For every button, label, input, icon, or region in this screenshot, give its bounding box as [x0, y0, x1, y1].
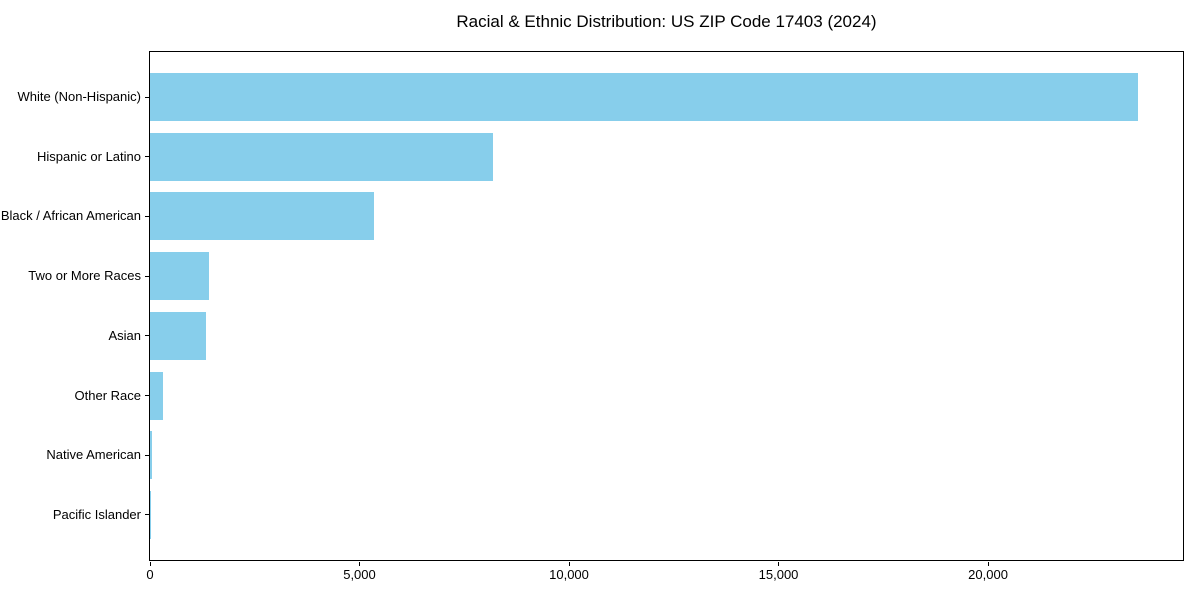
y-label-two-or-more-races: Two or More Races: [28, 268, 141, 284]
x-tick-15000: [778, 562, 780, 566]
y-tick-hispanic-or-latino: [145, 156, 149, 158]
x-label-20000: 20,000: [968, 567, 1008, 582]
bar-black-african-american: [150, 192, 375, 241]
bar-native-american: [150, 431, 152, 480]
y-tick-pacific-islander: [145, 514, 149, 516]
y-label-black-african-american: Black / African American: [0, 208, 141, 224]
y-label-pacific-islander: Pacific Islander: [52, 506, 141, 522]
y-tick-white-non-hispanic: [145, 96, 149, 98]
y-label-native-american: Native American: [46, 447, 141, 463]
y-label-other-race: Other Race: [74, 387, 141, 403]
bar-hispanic-or-latino: [150, 132, 494, 181]
x-tick-10000: [568, 562, 570, 566]
y-tick-asian: [145, 335, 149, 337]
bar-white-non-hispanic: [150, 73, 1139, 121]
bar-asian: [150, 311, 207, 360]
x-tick-0: [150, 562, 151, 566]
y-tick-native-american: [145, 454, 149, 456]
y-tick-black-african-american: [145, 215, 149, 217]
plot-area: White (Non-Hispanic) Hispanic or Latino Bl…: [1, 51, 1184, 582]
y-tick-other-race: [145, 395, 149, 396]
x-label-10000: 10,000: [549, 567, 589, 582]
x-tick-5000: [359, 562, 360, 566]
bar-two-or-more-races: [150, 252, 210, 301]
y-tick-two-or-more-races: [145, 275, 149, 277]
x-tick-20000: [987, 562, 989, 566]
x-label-5000: 5,000: [343, 567, 376, 582]
y-label-hispanic-or-latino: Hispanic or Latino: [36, 148, 141, 164]
y-label-white-non-hispanic: White (Non-Hispanic): [17, 89, 141, 104]
x-label-15000: 15,000: [758, 567, 799, 582]
bar-other-race: [150, 371, 163, 420]
chart-title: Racial & Ethnic Distribution: US ZIP Cod…: [456, 12, 877, 31]
y-label-asian: Asian: [108, 327, 141, 343]
x-label-0: 0: [146, 567, 154, 582]
